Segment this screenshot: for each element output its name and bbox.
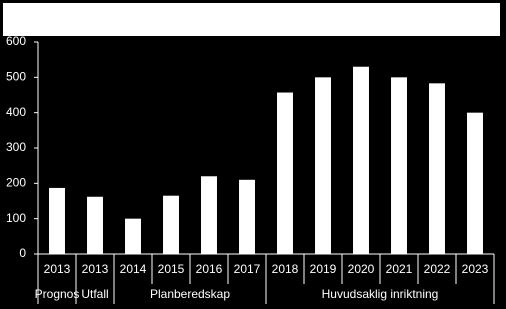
bar (49, 187, 65, 254)
bar (391, 77, 407, 254)
group-label: Utfall (81, 287, 108, 301)
y-tick-label: 500 (6, 70, 26, 84)
title-box (3, 3, 500, 36)
bar (201, 176, 217, 254)
group-label: Prognos (35, 287, 80, 301)
bar (429, 83, 445, 254)
bar (467, 112, 483, 255)
x-tick-label: 2018 (272, 262, 299, 276)
x-tick-label: 2021 (386, 262, 413, 276)
bar (125, 218, 141, 254)
x-tick-label: 2020 (348, 262, 375, 276)
y-tick-label: 600 (6, 34, 26, 48)
x-tick-label: 2013 (82, 262, 109, 276)
bar (353, 66, 369, 254)
group-label: Planberedskap (150, 287, 230, 301)
bar (277, 92, 293, 254)
bar (239, 179, 255, 254)
x-tick-label: 2019 (310, 262, 337, 276)
y-tick-label: 300 (6, 140, 26, 154)
bar (87, 196, 103, 254)
x-tick-label: 2014 (120, 262, 147, 276)
x-tick-label: 2016 (196, 262, 223, 276)
y-tick-label: 400 (6, 105, 26, 119)
x-tick-label: 2022 (424, 262, 451, 276)
y-tick-label: 100 (6, 211, 26, 225)
group-label: Huvudsaklig inriktning (322, 287, 439, 301)
bar (163, 195, 179, 254)
x-tick-label: 2013 (44, 262, 71, 276)
bar (315, 77, 331, 254)
y-tick-label: 200 (6, 176, 26, 190)
y-tick-label: 0 (19, 246, 26, 260)
x-tick-label: 2023 (462, 262, 489, 276)
x-tick-label: 2015 (158, 262, 185, 276)
x-tick-label: 2017 (234, 262, 261, 276)
